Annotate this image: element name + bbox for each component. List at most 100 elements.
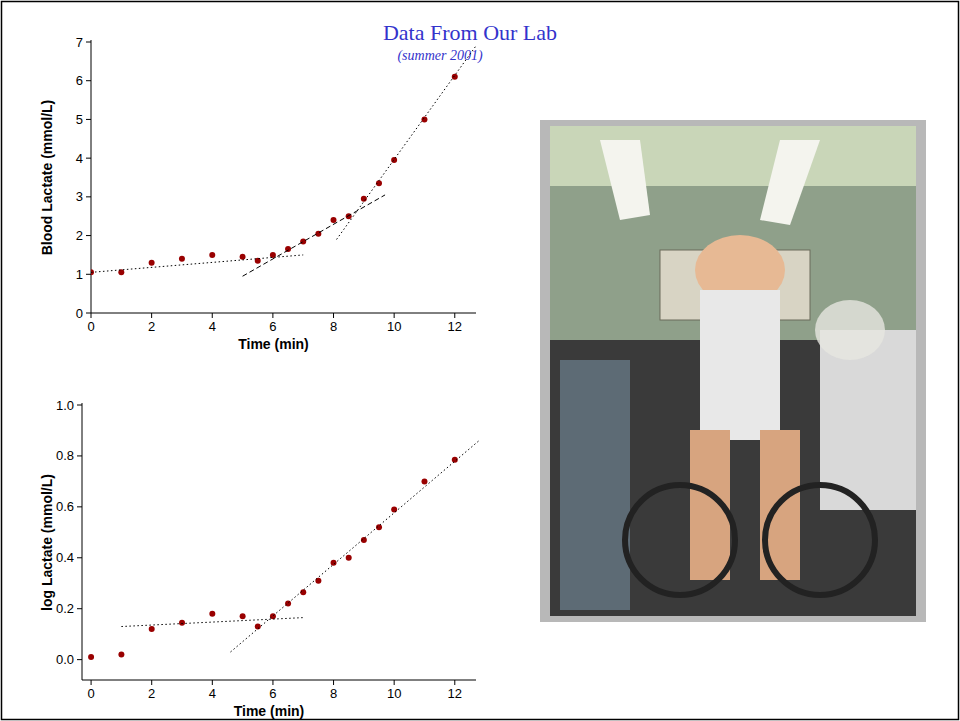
y-axis — [82, 403, 83, 680]
x-tick — [454, 680, 455, 685]
x-tick — [212, 680, 213, 685]
y-tick — [86, 42, 91, 43]
data-point — [118, 652, 124, 658]
x-tick — [333, 313, 334, 318]
y-tick-label: 4 — [76, 151, 83, 166]
data-point — [452, 74, 458, 80]
y-tick-label: 0 — [76, 306, 83, 321]
y-tick-label: 0.2 — [56, 601, 74, 616]
x-tick — [333, 680, 334, 685]
y-tick — [77, 557, 82, 558]
y-tick-label: 7 — [76, 35, 83, 50]
y-tick — [86, 196, 91, 197]
data-point — [331, 560, 337, 566]
fit-line — [243, 195, 385, 276]
x-tick-label: 6 — [269, 319, 276, 334]
y-tick — [77, 405, 82, 406]
fit-line — [121, 618, 303, 627]
data-point — [285, 601, 291, 607]
photo-equipment — [560, 360, 630, 610]
x-tick-label: 2 — [148, 686, 155, 701]
photo-wall — [550, 126, 916, 616]
photo — [540, 120, 926, 622]
y-tick-label: 1.0 — [56, 398, 74, 413]
data-point — [300, 238, 306, 244]
x-axis — [82, 680, 476, 681]
x-tick-label: 6 — [269, 686, 276, 701]
data-point — [391, 157, 397, 163]
data-point — [240, 254, 246, 260]
y-tick — [86, 158, 91, 159]
slide: Data From Our Lab(summer 2001)0246810120… — [0, 0, 960, 721]
data-point — [361, 196, 367, 202]
data-point — [88, 654, 94, 660]
y-tick — [77, 608, 82, 609]
x-tick — [212, 313, 213, 318]
photo-wheel — [765, 485, 875, 595]
x-tick-label: 4 — [209, 319, 216, 334]
y-tick-label: 3 — [76, 189, 83, 204]
chart: 0246810120.00.20.40.60.81.0Time (min)log… — [39, 398, 479, 720]
x-tick — [394, 313, 395, 318]
fit-line — [231, 441, 480, 652]
x-tick-label: 2 — [148, 319, 155, 334]
data-point — [255, 624, 261, 630]
data-point — [421, 478, 427, 484]
x-tick-label: 10 — [387, 319, 401, 334]
x-tick-label: 12 — [448, 319, 462, 334]
x-tick-label: 4 — [209, 686, 216, 701]
data-point — [240, 613, 246, 619]
chart: 02468101201234567Time (min)Blood Lactate… — [39, 35, 476, 353]
data-point — [209, 252, 215, 258]
title: Data From Our Lab — [383, 20, 557, 45]
photo-equipment — [820, 330, 916, 510]
photo-wheel — [625, 485, 735, 595]
data-point — [149, 626, 155, 632]
data-point — [209, 611, 215, 617]
x-tick — [394, 680, 395, 685]
data-point — [179, 620, 185, 626]
y-tick — [77, 506, 82, 507]
y-tick-label: 0.6 — [56, 499, 74, 514]
data-point — [149, 260, 155, 266]
x-tick-label: 12 — [448, 686, 462, 701]
x-tick-label: 0 — [87, 686, 94, 701]
x-tick-label: 8 — [330, 686, 337, 701]
photo-light — [600, 140, 650, 220]
subtitle: (summer 2001) — [397, 48, 482, 64]
data-point — [270, 613, 276, 619]
x-tick — [272, 680, 273, 685]
data-point — [331, 217, 337, 223]
photo-light — [760, 140, 820, 225]
y-tick-label: 1 — [76, 267, 83, 282]
y-tick — [86, 80, 91, 81]
plot-area — [91, 46, 476, 276]
data-point — [179, 256, 185, 262]
fit-line — [337, 46, 476, 240]
x-tick-label: 10 — [387, 686, 401, 701]
y-tick — [77, 455, 82, 456]
x-axis-title: Time (min) — [234, 703, 305, 719]
x-tick-label: 0 — [87, 319, 94, 334]
x-tick — [151, 680, 152, 685]
fit-line — [91, 255, 303, 272]
x-tick — [91, 313, 92, 318]
y-tick — [77, 659, 82, 660]
y-tick — [86, 235, 91, 236]
y-tick-label: 0.4 — [56, 550, 74, 565]
slide-border — [2, 2, 959, 720]
y-tick-label: 0.0 — [56, 652, 74, 667]
x-tick — [151, 313, 152, 318]
photo-frame — [540, 120, 926, 622]
y-tick — [86, 313, 91, 314]
photo-rider — [700, 290, 780, 440]
x-axis — [91, 313, 476, 314]
y-axis-title: log Lactate (mmol/L) — [39, 474, 55, 611]
y-tick-label: 6 — [76, 73, 83, 88]
plot-area — [88, 441, 479, 660]
y-tick-label: 2 — [76, 228, 83, 243]
x-tick — [91, 680, 92, 685]
data-point — [346, 555, 352, 561]
x-tick-label: 8 — [330, 319, 337, 334]
x-tick — [272, 313, 273, 318]
